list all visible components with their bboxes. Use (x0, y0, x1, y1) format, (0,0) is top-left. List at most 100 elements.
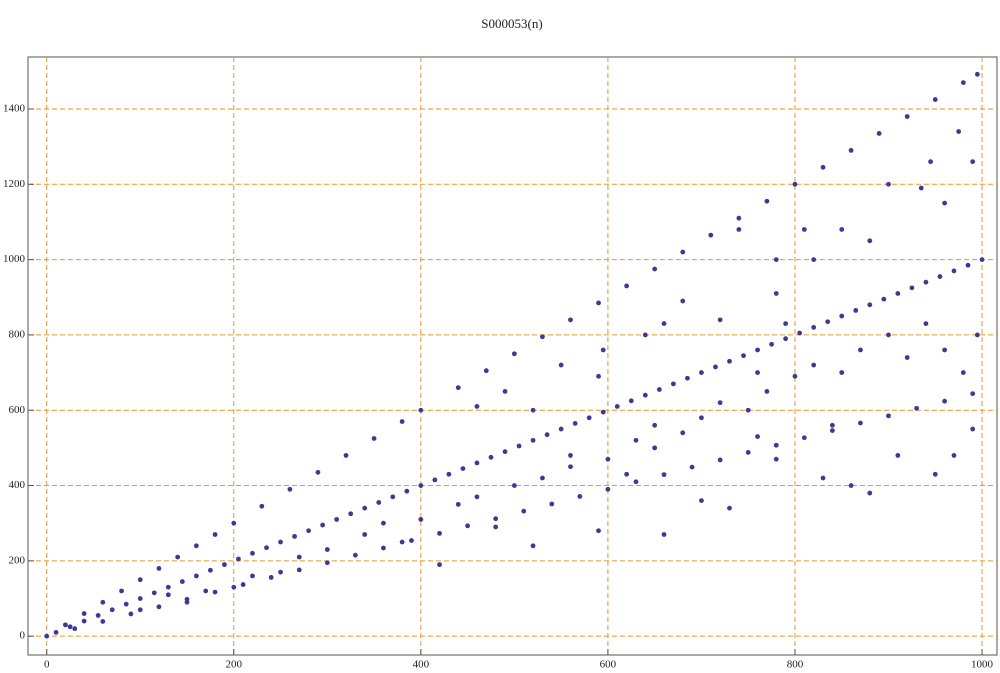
point (203, 588, 209, 594)
point (797, 330, 803, 336)
point (652, 266, 658, 272)
point (568, 464, 573, 470)
point (455, 385, 461, 391)
point (811, 362, 817, 368)
point (736, 215, 742, 221)
point (530, 407, 536, 413)
point (652, 445, 658, 451)
point (820, 164, 826, 170)
point (511, 483, 517, 488)
point (250, 573, 255, 579)
point (979, 257, 985, 262)
point (376, 500, 382, 505)
point (437, 530, 442, 536)
point (839, 227, 845, 232)
point (278, 569, 283, 575)
point (207, 567, 213, 573)
point (549, 501, 555, 507)
x-tick-label: 1000 (971, 659, 994, 671)
point (745, 450, 751, 455)
point (296, 554, 302, 560)
point (81, 618, 87, 624)
point (390, 494, 396, 500)
point (324, 547, 330, 552)
point (680, 430, 686, 436)
point (974, 71, 980, 77)
point (488, 454, 494, 460)
point (268, 575, 274, 580)
point (867, 238, 873, 244)
point (633, 437, 639, 443)
point (63, 622, 68, 628)
point (296, 567, 302, 573)
point (577, 494, 583, 499)
point (381, 520, 386, 526)
point (119, 588, 124, 594)
point (951, 453, 957, 458)
point (773, 442, 779, 448)
point (614, 404, 620, 409)
point (792, 373, 798, 379)
point (642, 332, 648, 338)
point (829, 422, 835, 428)
point (928, 159, 933, 165)
point (970, 391, 976, 397)
point (886, 413, 891, 419)
point (717, 317, 723, 323)
point (858, 347, 863, 353)
point (633, 479, 639, 485)
y-tick-label: 200 (9, 554, 26, 566)
point (755, 434, 760, 439)
point (404, 488, 410, 494)
point (942, 347, 948, 353)
point (250, 550, 255, 556)
point (128, 611, 134, 617)
point (179, 579, 185, 584)
point (713, 364, 718, 370)
point (184, 599, 190, 605)
point (965, 262, 971, 268)
point (264, 545, 269, 551)
point (240, 582, 246, 587)
point (493, 516, 499, 522)
point (53, 630, 59, 635)
point (624, 283, 630, 289)
point (792, 181, 798, 187)
point (175, 554, 181, 560)
point (493, 524, 499, 530)
y-tick-label: 800 (9, 328, 26, 340)
point (717, 400, 723, 406)
point (858, 420, 863, 426)
point (848, 147, 854, 153)
x-tick-label: 800 (787, 659, 804, 671)
point (783, 336, 789, 342)
point (624, 471, 630, 477)
point (801, 435, 807, 441)
point (123, 601, 129, 607)
point (605, 486, 611, 492)
point (886, 332, 891, 338)
point (974, 332, 980, 338)
point (783, 321, 789, 327)
point (942, 398, 948, 404)
point (811, 257, 817, 262)
point (904, 114, 910, 119)
point (769, 341, 774, 347)
point (960, 370, 966, 375)
point (956, 129, 962, 134)
point (278, 539, 283, 545)
point (661, 472, 667, 478)
point (918, 185, 924, 191)
point (165, 584, 171, 590)
point (568, 453, 573, 458)
point (811, 324, 817, 330)
point (876, 131, 882, 136)
point (502, 449, 508, 455)
point (231, 584, 237, 590)
point (764, 388, 770, 394)
point (409, 538, 414, 543)
point (680, 249, 686, 255)
point (418, 483, 424, 488)
point (745, 407, 751, 413)
point (44, 633, 50, 639)
